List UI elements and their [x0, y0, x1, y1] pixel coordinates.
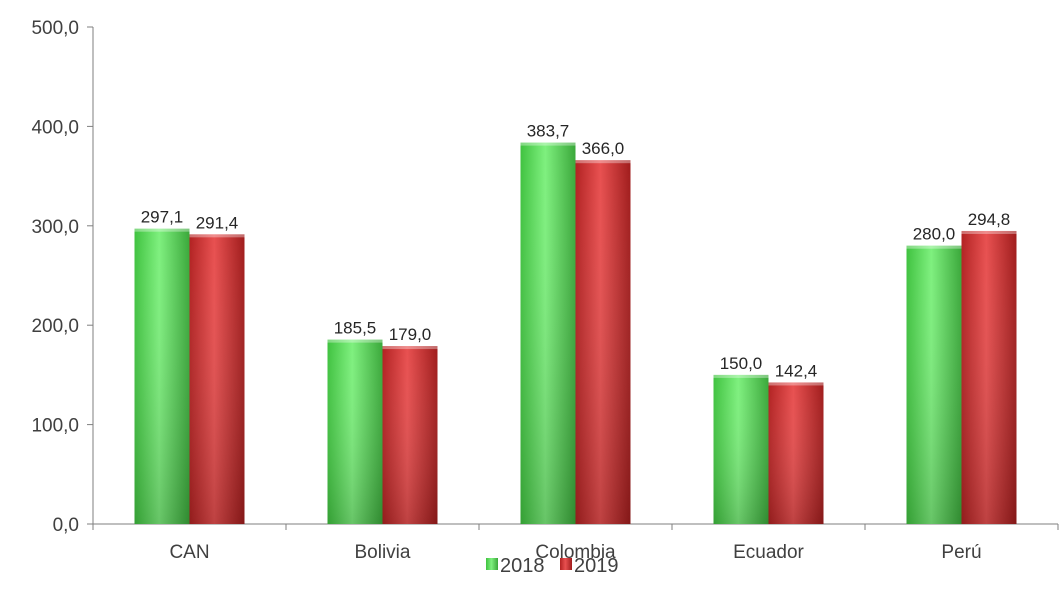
bar-shading: [575, 160, 631, 525]
data-label-2019: 294,8: [968, 210, 1011, 229]
data-label-2018: 185,5: [334, 319, 377, 338]
data-label-2018: 280,0: [913, 225, 956, 244]
data-label-2019: 291,4: [196, 213, 239, 232]
bar-bevel: [961, 230, 1017, 234]
y-tick-label: 200,0: [31, 316, 79, 337]
bar-bevel: [713, 374, 769, 378]
bar-shading: [961, 230, 1017, 524]
y-tick-label: 100,0: [31, 416, 79, 437]
bars: [134, 142, 1017, 525]
x-category-label: CAN: [169, 542, 209, 563]
bar-shading: [382, 346, 438, 524]
x-category-label: Ecuador: [733, 542, 804, 563]
bar-bevel: [906, 245, 962, 249]
bar-bevel: [134, 228, 190, 232]
data-labels: 297,1 291,4 185,5 179,0 383,7 366,0 150,0 142,4…: [141, 122, 1011, 381]
data-label-2018: 297,1: [141, 208, 184, 227]
bar-bevel: [575, 160, 631, 164]
bar-shading: [134, 228, 190, 524]
bar-shading: [520, 142, 576, 524]
x-category-label: Bolivia: [355, 542, 411, 563]
data-label-2018: 150,0: [720, 354, 763, 373]
y-tick-label: 0,0: [53, 515, 79, 536]
x-category-label: Perú: [941, 542, 981, 563]
data-label-2018: 383,7: [527, 122, 570, 141]
bar-bevel: [382, 346, 438, 350]
y-tick-label: 500,0: [31, 18, 79, 39]
bar-bevel: [768, 382, 824, 386]
legend: 2018 2019: [486, 555, 619, 577]
bar-shading: [189, 234, 245, 525]
data-label-2019: 179,0: [389, 325, 432, 344]
bar-shading: [906, 245, 962, 524]
y-tick-label: 300,0: [31, 217, 79, 238]
legend-label-2019: 2019: [574, 555, 619, 577]
data-label-2019: 142,4: [775, 361, 818, 380]
legend-swatch-2019: [560, 558, 572, 570]
data-label-2019: 366,0: [582, 139, 625, 158]
bar-shading: [327, 339, 383, 524]
legend-label-2018: 2018: [500, 555, 545, 577]
bar-shading: [713, 374, 769, 524]
bar-shading: [768, 382, 824, 524]
bar-bevel: [520, 142, 576, 146]
y-tick-label: 400,0: [31, 117, 79, 138]
bar-bevel: [327, 339, 383, 343]
legend-swatch-2018: [486, 558, 498, 570]
x-category-label: Colombia: [535, 542, 616, 563]
bar-bevel: [189, 234, 245, 238]
